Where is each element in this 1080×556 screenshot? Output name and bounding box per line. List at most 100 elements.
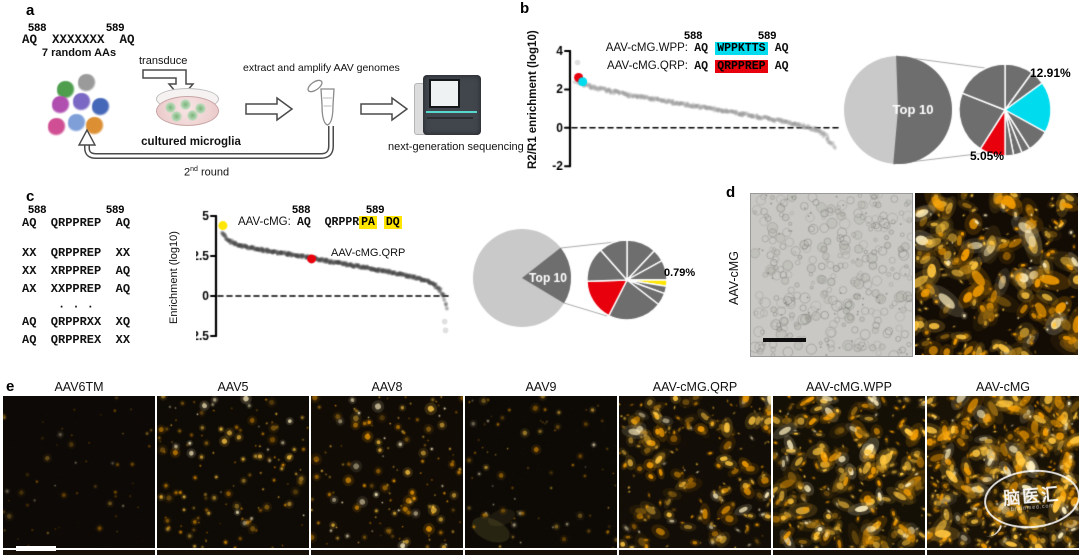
fluorescence-micrograph bbox=[619, 396, 771, 548]
second-round-loop-arrow bbox=[77, 126, 334, 159]
position-589-label: 589 bbox=[106, 204, 125, 216]
panel-d-label: d bbox=[726, 184, 736, 201]
panel-b-rank-plot bbox=[552, 28, 844, 170]
red-dot-variant-label: AAV-cMG.QRP bbox=[331, 247, 406, 259]
panel-c-rank-plot bbox=[196, 204, 462, 344]
capsid-blob-magenta bbox=[52, 96, 70, 114]
aav-cmg-sequence-row: AAV-cMG: AQ QRPPR PA DQ bbox=[238, 216, 402, 229]
panel-b-y-axis-label: R2/R1 enrichment (log10) bbox=[527, 30, 539, 170]
alignment-line: AX XXPPREP AQ bbox=[22, 282, 131, 296]
capsid-blob-orange bbox=[86, 117, 104, 135]
microglia-cell bbox=[171, 111, 182, 122]
panel-e-column-aav-cmg-qrp: AAV-cMG.QRP bbox=[619, 380, 771, 555]
microglia-cell bbox=[165, 102, 176, 113]
round-ordinal: nd bbox=[190, 166, 198, 173]
panel-c-y-axis-label: Enrichment (log10) bbox=[168, 231, 180, 325]
capsid-blob-green bbox=[57, 81, 75, 99]
image-sliver bbox=[157, 550, 309, 555]
panel-c-pie-chart bbox=[466, 224, 722, 340]
sequencer-illustration bbox=[414, 73, 482, 139]
flank-left: AQ bbox=[694, 42, 709, 55]
panel-e-column-aav5: AAV5 bbox=[157, 380, 309, 555]
variant-name: AAV-cMG: bbox=[238, 216, 291, 228]
panel-c-label: c bbox=[26, 188, 35, 205]
image-sliver bbox=[3, 550, 155, 555]
position-589-label: 589 bbox=[106, 22, 125, 34]
fluorescence-micrograph bbox=[927, 396, 1079, 548]
fluorescence-micrograph-aav-cmg bbox=[915, 193, 1078, 355]
ngs-caption: next-generation sequencing bbox=[388, 141, 524, 153]
micrograph-label: AAV6TM bbox=[54, 380, 104, 394]
panel-c-variant-annotation: 588 589 AAV-cMG: AQ QRPPR PA DQ bbox=[238, 204, 458, 232]
sequencer-status-light bbox=[426, 111, 477, 113]
round-number: 2 bbox=[184, 166, 191, 179]
image-sliver bbox=[311, 550, 463, 555]
image-sliver bbox=[773, 550, 925, 555]
random-aa-caption: 7 random AAs bbox=[41, 47, 117, 59]
highlight-dq: DQ bbox=[383, 216, 402, 229]
sequencer-screen bbox=[429, 79, 460, 108]
microglia-cell bbox=[180, 99, 191, 110]
panel-e-column-aav-cmg: AAV-cMG bbox=[927, 380, 1079, 555]
alignment-line bbox=[22, 234, 130, 246]
sequencer-slot bbox=[427, 117, 473, 119]
insert-sequence-qrp: QRPPREP bbox=[715, 60, 768, 73]
petri-dish-illustration bbox=[156, 88, 220, 132]
alignment-line: XX XRPPREP AQ bbox=[22, 264, 131, 278]
variant-name: AAV-cMG.QRP: bbox=[607, 60, 688, 72]
image-sliver bbox=[927, 550, 1079, 555]
capsid-blob-violet bbox=[73, 93, 91, 111]
panel-e-column-aav9: AAV9 bbox=[465, 380, 617, 555]
capsid-blob-gray bbox=[78, 74, 96, 92]
microglia-cell bbox=[187, 110, 198, 121]
sequencer-body bbox=[423, 75, 481, 135]
fluorescence-micrograph bbox=[157, 396, 309, 548]
fluorescence-micrograph bbox=[311, 396, 463, 548]
capsid-blob-pink bbox=[48, 118, 66, 136]
brightfield-micrograph bbox=[750, 193, 913, 357]
fluorescence-micrograph bbox=[3, 396, 155, 548]
flank-left: AQ bbox=[694, 60, 709, 73]
capsid-blob-blue bbox=[92, 98, 110, 116]
variant-row-wpp: AAV-cMG.WPP: AQ WPPKTTS AQ bbox=[598, 42, 789, 55]
cyan-slice-percentage: 12.91% bbox=[1030, 66, 1071, 80]
alignment-line: AQ QRPPRXX XQ bbox=[22, 315, 131, 329]
micrograph-label: AAV-cMG.WPP bbox=[806, 380, 892, 394]
position-588-label: 588 bbox=[292, 204, 311, 216]
alignment-line: XX QRPPREP XX bbox=[22, 246, 131, 260]
panel-e-column-aav-cmg-wpp: AAV-cMG.WPP bbox=[773, 380, 925, 555]
flank-right: AQ bbox=[774, 60, 789, 73]
panel-b-variant-annotation: 588 589 AAV-cMG.WPP: AQ WPPKTTS AQ AAV-c… bbox=[598, 30, 848, 78]
library-sequence: AQ XXXXXXX AQ bbox=[22, 33, 135, 47]
alignment-lines: AQ QRPPREP AQ XX QRPPREP XX XX XRPPREP AQ… bbox=[22, 216, 130, 351]
panel-e-label: e bbox=[6, 378, 15, 395]
variant-name: AAV-cMG.WPP: bbox=[605, 42, 688, 54]
position-588-label: 588 bbox=[684, 30, 703, 42]
position-589-label: 589 bbox=[758, 30, 777, 42]
extract-amplify-caption: extract and amplify AAV genomes bbox=[243, 62, 400, 74]
micrograph-label: AAV-cMG bbox=[976, 380, 1030, 394]
right-arrow-icon bbox=[245, 96, 294, 122]
micrograph-label: AAV9 bbox=[525, 380, 557, 394]
panel-d-row-label: AAV-cMG bbox=[727, 251, 741, 305]
fluorescence-micrograph bbox=[465, 396, 617, 548]
image-sliver bbox=[619, 550, 771, 555]
flank-left: AQ bbox=[297, 216, 325, 229]
panel-b-label: b bbox=[520, 0, 530, 17]
image-sliver bbox=[465, 550, 617, 555]
red-slice-percentage: 5.05% bbox=[970, 149, 1005, 163]
scale-bar bbox=[16, 546, 56, 551]
gap bbox=[377, 216, 384, 229]
panel-e-column-aav8: AAV8 bbox=[311, 380, 463, 555]
position-589-label: 589 bbox=[366, 204, 385, 216]
alignment-line: AQ QRPPREP AQ bbox=[22, 216, 131, 230]
cultured-microglia-caption: cultured microglia bbox=[141, 136, 241, 148]
alignment-line: AQ QRPPREX XX bbox=[22, 333, 131, 347]
second-round-caption: 2nd round bbox=[184, 166, 229, 179]
position-588-label: 588 bbox=[28, 204, 47, 216]
panel-b-pie-chart bbox=[838, 42, 1080, 182]
round-word: round bbox=[197, 166, 230, 179]
scale-bar bbox=[763, 338, 806, 342]
position-588-label: 588 bbox=[28, 22, 47, 34]
